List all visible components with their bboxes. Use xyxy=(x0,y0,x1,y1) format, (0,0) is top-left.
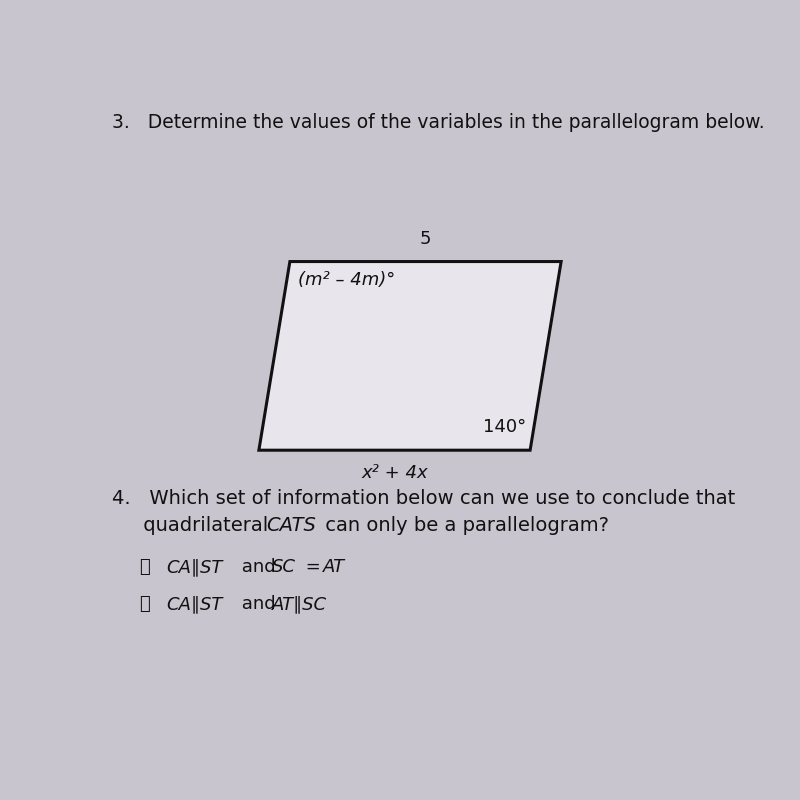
Text: AT∥SC: AT∥SC xyxy=(272,595,327,613)
Text: CA∥ST: CA∥ST xyxy=(166,595,222,613)
Text: can only be a parallelogram?: can only be a parallelogram? xyxy=(318,516,609,534)
Text: and: and xyxy=(236,558,281,576)
Text: x² + 4x: x² + 4x xyxy=(361,464,428,482)
Text: 140°: 140° xyxy=(483,418,526,436)
Text: 3.   Determine the values of the variables in the parallelogram below.: 3. Determine the values of the variables… xyxy=(112,113,764,132)
Text: 5: 5 xyxy=(420,230,431,248)
Text: =: = xyxy=(300,558,326,576)
Text: quadrilateral: quadrilateral xyxy=(112,516,274,534)
Text: AT: AT xyxy=(323,558,346,576)
Text: CATS: CATS xyxy=(266,516,317,534)
Polygon shape xyxy=(259,262,561,450)
Text: and: and xyxy=(236,595,281,613)
Text: Ⓑ: Ⓑ xyxy=(138,595,150,613)
Text: 4.   Which set of information below can we use to conclude that: 4. Which set of information below can we… xyxy=(112,489,735,508)
Text: CA∥ST: CA∥ST xyxy=(166,558,222,576)
Text: SC: SC xyxy=(272,558,296,576)
Text: Ⓐ: Ⓐ xyxy=(138,558,150,576)
Text: (m² – 4m)°: (m² – 4m)° xyxy=(298,270,395,289)
